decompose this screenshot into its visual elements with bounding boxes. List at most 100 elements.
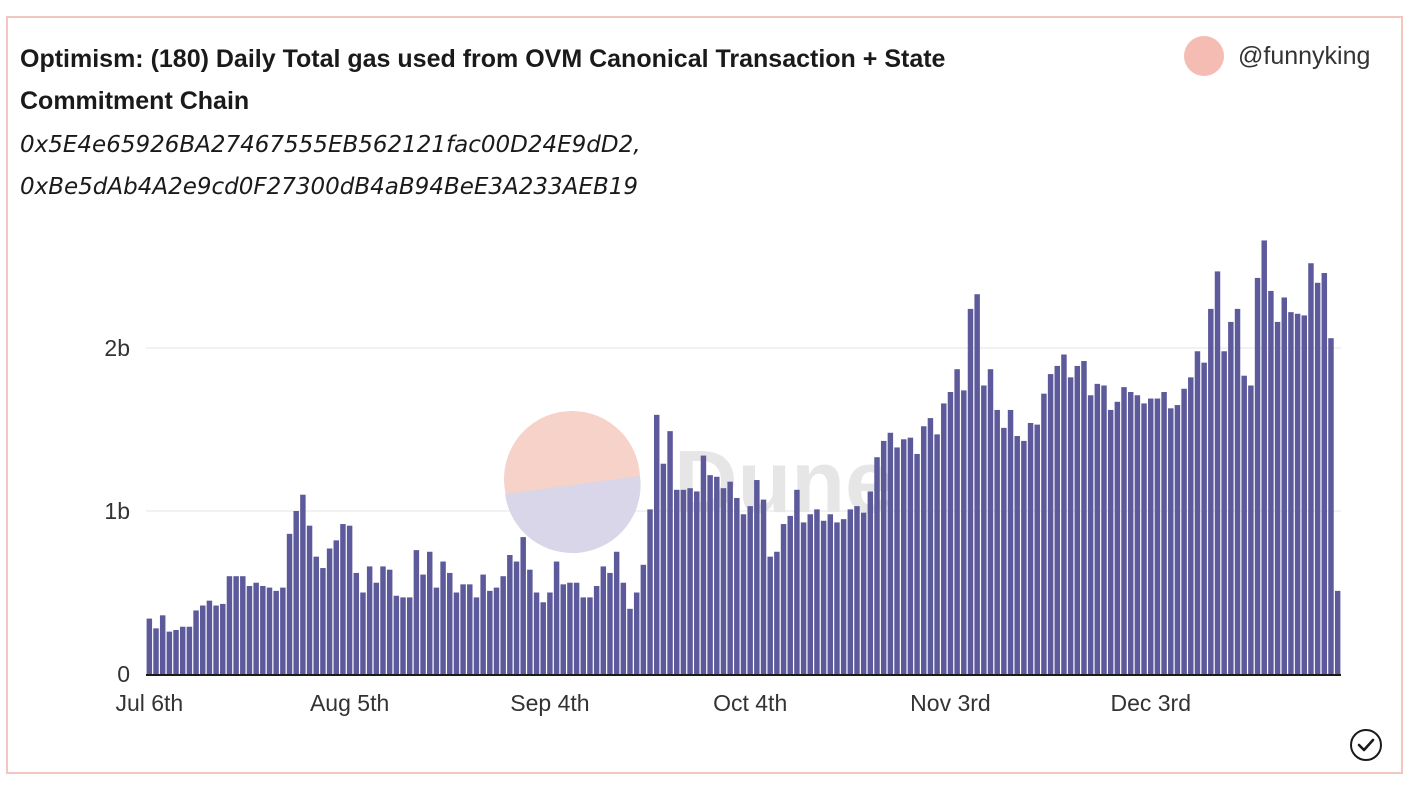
bar[interactable] [774, 551, 780, 674]
bar[interactable] [1254, 277, 1261, 674]
bar[interactable] [994, 409, 1000, 674]
bar[interactable] [360, 592, 366, 675]
bar[interactable] [974, 294, 980, 674]
bar[interactable] [1301, 315, 1308, 674]
bar[interactable] [1174, 405, 1181, 674]
bar[interactable] [447, 572, 453, 674]
bar[interactable] [647, 509, 653, 674]
bar[interactable] [907, 437, 914, 674]
bar[interactable] [640, 564, 647, 674]
bar[interactable] [240, 576, 246, 674]
bar[interactable] [266, 587, 273, 674]
bar[interactable] [1054, 365, 1060, 674]
bar[interactable] [553, 561, 560, 674]
bar[interactable] [727, 481, 733, 674]
bar[interactable] [627, 608, 633, 674]
bar[interactable] [954, 369, 960, 674]
bar[interactable] [1194, 351, 1201, 674]
author-name[interactable]: @funnyking [1238, 41, 1371, 70]
bar[interactable] [1101, 385, 1107, 674]
bar[interactable] [273, 590, 279, 674]
bar[interactable] [660, 463, 667, 674]
bar[interactable] [320, 568, 326, 674]
bar[interactable] [500, 576, 506, 674]
bar[interactable] [260, 585, 266, 674]
bar[interactable] [166, 631, 173, 674]
bar[interactable] [473, 597, 480, 674]
bar[interactable] [1001, 427, 1007, 674]
bar[interactable] [740, 514, 747, 674]
check-circle-icon[interactable] [1350, 729, 1382, 761]
bar[interactable] [1074, 365, 1081, 674]
bar[interactable] [246, 585, 253, 674]
bar[interactable] [820, 520, 827, 674]
bar[interactable] [413, 550, 420, 674]
bar[interactable] [253, 582, 259, 674]
bar[interactable] [1148, 398, 1154, 674]
bar[interactable] [921, 426, 927, 674]
bar[interactable] [900, 439, 907, 674]
bar[interactable] [460, 584, 466, 674]
bar[interactable] [680, 489, 687, 674]
bar[interactable] [874, 457, 880, 674]
bar[interactable] [1067, 377, 1074, 674]
bar[interactable] [373, 582, 380, 674]
bar[interactable] [714, 476, 720, 674]
bar[interactable] [967, 308, 974, 674]
bar[interactable] [226, 576, 233, 674]
bar[interactable] [667, 431, 673, 674]
bar[interactable] [580, 597, 587, 674]
bar[interactable] [1114, 401, 1121, 674]
bar[interactable] [720, 488, 727, 674]
bar[interactable] [854, 506, 860, 674]
bar[interactable] [573, 582, 580, 674]
bar[interactable] [1034, 424, 1040, 674]
bar[interactable] [1241, 375, 1247, 674]
bar[interactable] [1248, 385, 1254, 674]
bar[interactable] [306, 525, 313, 674]
bar[interactable] [1214, 271, 1221, 674]
bar[interactable] [406, 597, 413, 674]
bar[interactable] [1288, 312, 1294, 674]
bar[interactable] [767, 556, 773, 674]
bar[interactable] [1294, 313, 1301, 674]
bar[interactable] [1281, 297, 1287, 674]
bar[interactable] [1314, 282, 1321, 674]
bar[interactable] [200, 605, 206, 674]
bar[interactable] [1107, 409, 1114, 674]
bar[interactable] [173, 629, 179, 674]
bar[interactable] [1328, 338, 1334, 674]
bar[interactable] [840, 519, 847, 674]
bar[interactable] [1154, 398, 1161, 674]
bar[interactable] [987, 369, 994, 674]
bar[interactable] [807, 514, 813, 674]
bar[interactable] [467, 584, 473, 674]
bar[interactable] [493, 587, 500, 674]
bar[interactable] [159, 615, 166, 674]
bar[interactable] [393, 595, 400, 674]
bar[interactable] [487, 590, 493, 674]
bar[interactable] [1081, 361, 1087, 674]
bar[interactable] [794, 489, 800, 674]
bar[interactable] [520, 537, 526, 674]
bar[interactable] [233, 576, 239, 674]
bar[interactable] [1208, 308, 1214, 674]
bar[interactable] [941, 403, 947, 674]
bar[interactable] [353, 572, 360, 674]
bar[interactable] [1168, 408, 1174, 674]
bar[interactable] [567, 582, 573, 674]
bar[interactable] [1334, 590, 1341, 674]
bar[interactable] [186, 626, 193, 674]
bar[interactable] [981, 385, 987, 674]
bar[interactable] [420, 574, 426, 674]
bar[interactable] [1201, 362, 1207, 674]
bar[interactable] [687, 488, 693, 674]
bar[interactable] [453, 592, 460, 675]
bar[interactable] [1221, 351, 1227, 674]
bar[interactable] [1047, 374, 1054, 674]
bar[interactable] [700, 455, 707, 674]
bar[interactable] [346, 525, 353, 674]
bar[interactable] [1141, 403, 1147, 674]
bar[interactable] [947, 392, 954, 674]
bar[interactable] [206, 600, 213, 674]
